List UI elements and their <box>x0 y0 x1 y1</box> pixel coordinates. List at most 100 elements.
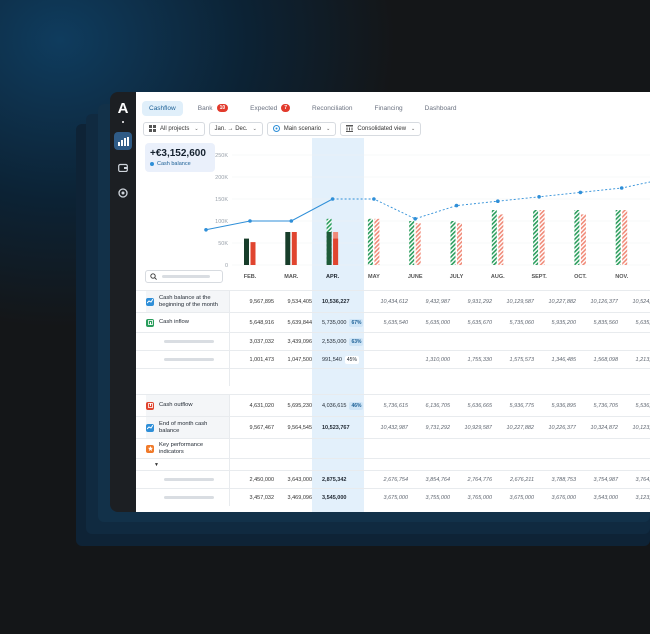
balance-point[interactable] <box>619 186 624 190</box>
app-logo[interactable]: A <box>117 100 129 117</box>
table-cell[interactable]: 3,643,000 <box>270 471 312 488</box>
table-row[interactable]: Cash inflow 5,648,916 5,639,844 5,735,000 67… <box>136 312 650 332</box>
table-cell[interactable]: 991,540 45% <box>312 351 364 368</box>
balance-point[interactable] <box>537 195 541 199</box>
inflow-bar[interactable] <box>367 218 373 265</box>
table-cell[interactable] <box>492 459 534 470</box>
table-cell[interactable] <box>312 459 364 470</box>
table-cell[interactable] <box>408 459 450 470</box>
table-cell[interactable]: 1,575,573 <box>492 351 534 368</box>
table-cell[interactable]: 9,567,467 <box>232 417 274 438</box>
table-cell[interactable]: 3,676,000 <box>534 489 576 506</box>
table-cell[interactable]: 10,523,767 <box>312 417 364 438</box>
inflow-bar[interactable] <box>533 210 539 265</box>
balance-point[interactable] <box>413 217 418 221</box>
table-row[interactable]: Cash outflow 4,631,020 5,695,230 4,036,615 4… <box>136 394 650 416</box>
table-cell[interactable] <box>618 369 650 386</box>
table-cell[interactable]: 10,536,227 <box>312 291 364 312</box>
table-cell[interactable]: 3,754,987 <box>576 471 618 488</box>
table-cell[interactable] <box>534 439 576 458</box>
table-cell[interactable] <box>492 369 534 386</box>
table-cell[interactable]: 5,735,000 67% <box>312 313 364 332</box>
outflow-bar[interactable] <box>250 242 256 265</box>
outflow-bar[interactable] <box>457 223 462 265</box>
balance-point[interactable] <box>454 203 459 208</box>
table-row[interactable]: Cash balance at the beginning of the mon… <box>136 290 650 312</box>
tab-expected[interactable]: Expected 7 <box>243 100 297 116</box>
outflow-bar[interactable] <box>498 214 504 265</box>
table-cell[interactable]: 9,931,292 <box>450 291 492 312</box>
table-cell[interactable]: 3,037,032 <box>232 333 274 350</box>
balance-point[interactable] <box>330 197 335 201</box>
outflow-bar[interactable] <box>291 232 297 265</box>
inflow-bar[interactable] <box>450 221 456 265</box>
table-cell[interactable]: 5,936,895 <box>534 395 576 416</box>
table-cell[interactable]: 3,755,000 <box>408 489 450 506</box>
table-cell[interactable]: 3,854,764 <box>408 471 450 488</box>
balance-point[interactable] <box>289 219 294 223</box>
table-cell[interactable]: 5,695,230 <box>270 395 312 416</box>
table-cell[interactable]: 10,126,377 <box>576 291 618 312</box>
inflow-bar-actual[interactable] <box>326 232 332 265</box>
table-cell[interactable]: 3,439,096 <box>270 333 312 350</box>
outflow-bar[interactable] <box>415 223 421 265</box>
table-cell[interactable]: 1,346,485 <box>534 351 576 368</box>
table-cell[interactable] <box>232 369 274 386</box>
outflow-bar[interactable] <box>580 214 586 265</box>
table-cell[interactable] <box>232 459 274 470</box>
tab-bank[interactable]: Bank 10 <box>191 100 235 116</box>
table-cell[interactable]: 5,635,540 <box>366 313 408 332</box>
table-cell[interactable]: 5,935,200 <box>534 313 576 332</box>
table-cell[interactable]: 10,524,872 <box>618 291 650 312</box>
table-cell[interactable] <box>270 459 312 470</box>
table-cell[interactable]: 10,929,587 <box>450 417 492 438</box>
wallet-nav-icon[interactable] <box>114 158 132 176</box>
table-cell[interactable]: 10,434,612 <box>366 291 408 312</box>
table-row[interactable]: 3,457,032 3,469,096 3,545,000 3,675,000 3,75… <box>136 488 650 506</box>
table-cell[interactable] <box>366 459 408 470</box>
table-cell[interactable]: 2,676,211 <box>492 471 534 488</box>
table-cell[interactable]: 4,631,020 <box>232 395 274 416</box>
table-cell[interactable] <box>232 439 274 458</box>
inflow-bar[interactable] <box>574 210 580 265</box>
table-row[interactable]: ▼ <box>136 458 650 470</box>
table-cell[interactable]: 1,213,412 <box>618 351 650 368</box>
table-cell[interactable]: 5,635,670 <box>450 313 492 332</box>
table-cell[interactable] <box>408 439 450 458</box>
table-cell[interactable]: 3,675,000 <box>366 489 408 506</box>
table-cell[interactable]: 9,432,987 <box>408 291 450 312</box>
table-cell[interactable]: 5,536,605 <box>618 395 650 416</box>
table-cell[interactable]: 2,764,776 <box>450 471 492 488</box>
table-cell[interactable] <box>492 333 534 350</box>
table-cell[interactable]: 10,227,882 <box>534 291 576 312</box>
table-cell[interactable] <box>576 369 618 386</box>
table-cell[interactable]: 2,450,000 <box>232 471 274 488</box>
table-cell[interactable] <box>366 369 408 386</box>
table-cell[interactable] <box>270 439 312 458</box>
tab-financing[interactable]: Financing <box>367 101 409 116</box>
table-cell[interactable]: 3,469,096 <box>270 489 312 506</box>
table-cell[interactable] <box>492 439 534 458</box>
inflow-bar[interactable] <box>285 232 291 265</box>
table-cell[interactable] <box>534 459 576 470</box>
table-cell[interactable] <box>408 369 450 386</box>
table-cell[interactable] <box>576 439 618 458</box>
table-cell[interactable] <box>450 439 492 458</box>
filter-0[interactable]: All projects ⌄ <box>143 122 205 136</box>
table-cell[interactable]: 9,534,405 <box>270 291 312 312</box>
table-cell[interactable]: 6,136,705 <box>408 395 450 416</box>
table-cell[interactable]: 2,535,000 63% <box>312 333 364 350</box>
table-cell[interactable]: 5,635,870 <box>618 313 650 332</box>
table-cell[interactable] <box>366 439 408 458</box>
table-row[interactable] <box>136 368 650 386</box>
cashflow-nav-icon[interactable] <box>114 132 132 150</box>
search-input[interactable] <box>145 270 223 283</box>
inflow-bar[interactable] <box>244 238 249 265</box>
table-cell[interactable]: 5,648,916 <box>232 313 274 332</box>
table-cell[interactable]: 5,736,705 <box>576 395 618 416</box>
table-cell[interactable]: 5,735,060 <box>492 313 534 332</box>
table-cell[interactable] <box>366 351 408 368</box>
table-cell[interactable] <box>534 369 576 386</box>
table-cell[interactable]: 5,635,000 <box>408 313 450 332</box>
balance-point[interactable] <box>248 219 252 223</box>
